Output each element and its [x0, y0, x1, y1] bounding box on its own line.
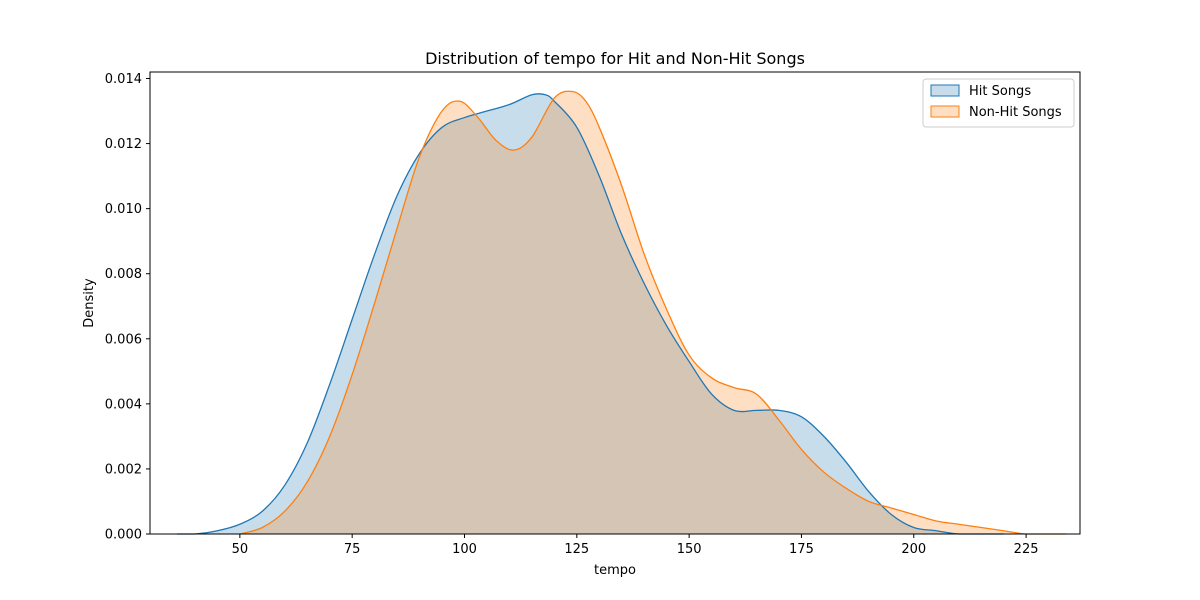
legend: Hit Songs Non-Hit Songs [922, 78, 1075, 128]
y-tick-label: 0.014 [105, 72, 142, 87]
density-area-nonhit [239, 91, 1067, 534]
legend-label-nonhit: Non-Hit Songs [969, 105, 1062, 120]
x-tick-label: 175 [789, 542, 814, 557]
x-tick-label: 125 [564, 542, 589, 557]
y-axis: 0.000 0.002 0.004 0.006 0.008 0.010 0.012 0.014 [105, 72, 150, 543]
density-line-nonhit [239, 90, 1067, 535]
legend-swatch-nonhit [930, 105, 960, 118]
x-tick-label: 75 [344, 542, 361, 557]
x-tick-label: 50 [232, 542, 249, 557]
x-axis: 50 75 100 125 150 175 200 225 [232, 534, 1039, 557]
density-line-hit [176, 93, 1004, 535]
density-area-hit [176, 93, 1004, 535]
x-tick-label: 150 [677, 542, 702, 557]
chart-title: Distribution of tempo for Hit and Non-Hi… [425, 49, 805, 68]
density-fills [176, 91, 1067, 535]
legend-swatch-hit [930, 84, 960, 97]
x-tick-label: 200 [901, 542, 926, 557]
legend-label-hit: Hit Songs [969, 84, 1031, 99]
x-tick-label: 225 [1014, 542, 1039, 557]
x-tick-label: 100 [452, 542, 477, 557]
y-tick-label: 0.008 [105, 267, 142, 282]
y-tick-label: 0.002 [105, 462, 142, 477]
y-axis-label: Density [82, 278, 97, 328]
plot-frame [149, 71, 1081, 535]
y-tick-label: 0.006 [105, 332, 142, 347]
density-lines [176, 90, 1067, 535]
y-tick-label: 0.004 [105, 397, 142, 412]
y-tick-label: 0.010 [105, 202, 142, 217]
y-tick-label: 0.000 [105, 528, 142, 543]
y-tick-label: 0.012 [105, 137, 142, 152]
x-axis-label: tempo [594, 563, 636, 578]
legend-box [922, 78, 1075, 128]
